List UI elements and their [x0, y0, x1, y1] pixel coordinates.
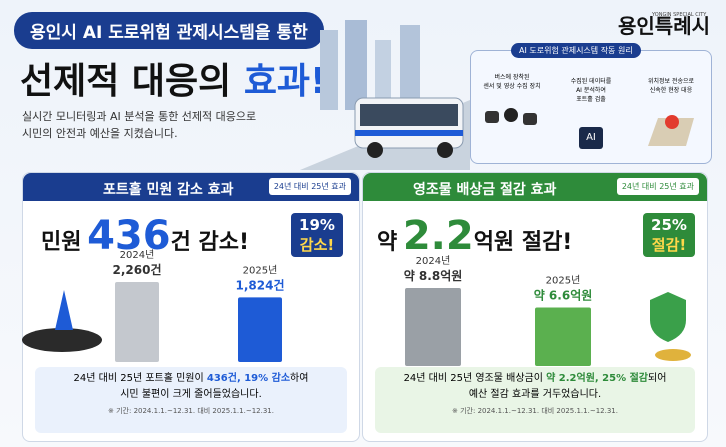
headline-pre: 민원	[41, 230, 82, 255]
map-icon	[648, 115, 694, 146]
bar-year: 2025년	[546, 275, 581, 287]
bar	[238, 297, 282, 362]
headline-number: 2.2	[402, 213, 474, 259]
bar-year: 2024년	[120, 249, 155, 261]
step-line: 신속한 현장 대응	[649, 87, 693, 94]
headline-post: 건 감소!	[170, 230, 249, 255]
panel-tag: 24년 대비 25년 효과	[616, 178, 699, 195]
bar	[535, 307, 591, 366]
percent-badge: 19% 감소!	[291, 213, 343, 257]
panel-title: 영조물 배상금 절감 효과	[413, 182, 557, 198]
desc-line: 24년 대비 25년 영조물 배상금이 약 2.2억원, 25% 절감되어	[375, 371, 695, 387]
bar-year: 2025년	[243, 264, 278, 276]
bar-label: 2,260건	[113, 262, 162, 277]
bar-label: 약 6.6억원	[534, 288, 593, 303]
subtitle: 실시간 모니터링과 AI 분석을 통한 선제적 대응으로 시민의 안전과 예산을…	[22, 108, 256, 142]
header-badge: 용인시 AI 도로위험 관제시스템을 통한	[14, 12, 324, 49]
subtitle-line: 시민의 안전과 예산을 지켰습니다.	[22, 127, 178, 140]
ai-chip: AI	[579, 127, 603, 149]
desc-highlight: 436건, 19% 감소	[206, 373, 291, 384]
title-main: 선제적 대응의	[20, 61, 232, 102]
desc-text: 24년 대비 25년 포트홀 민원이	[73, 373, 207, 384]
percent-badge: 25% 절감!	[643, 213, 695, 257]
step-line: 센서 및 영상 수집 장치	[483, 83, 541, 90]
title-accent: 효과!	[243, 61, 327, 102]
step-line: 버스에 장착된	[494, 74, 530, 81]
desc-text: 하여	[290, 373, 309, 384]
step-line: AI 분석하여	[576, 87, 606, 94]
badge-text: 감소!	[299, 236, 335, 254]
desc-line: 24년 대비 25년 포트홀 민원이 436건, 19% 감소하여	[35, 371, 347, 387]
description: 24년 대비 25년 포트홀 민원이 436건, 19% 감소하여 시민 불편이…	[35, 367, 347, 433]
headline-post: 억원 절감!	[473, 230, 573, 255]
step-line: 위치정보 전송으로	[647, 78, 695, 85]
sensor-icons	[485, 108, 537, 125]
subtitle-line: 실시간 모니터링과 AI 분석을 통한 선제적 대응으로	[22, 110, 257, 123]
note: ※ 기간: 2024.1.1.~12.31. 대비 2025.1.1.~12.3…	[452, 407, 618, 415]
logo: 용인특례시	[618, 14, 710, 38]
bar-label: 1,824건	[236, 277, 285, 292]
headline: 약 2.2억원 절감!	[377, 213, 572, 259]
desc-line: 예산 절감 효과를 거두었습니다.	[468, 389, 602, 400]
logo-sub: YONGIN SPECIAL CITY	[652, 12, 707, 18]
bar	[405, 288, 461, 366]
description: 24년 대비 25년 영조물 배상금이 약 2.2억원, 25% 절감되어 예산…	[375, 367, 695, 433]
desc-text: 24년 대비 25년 영조물 배상금이	[403, 373, 547, 384]
note: ※ 기간: 2024.1.1.~12.31. 대비 2025.1.1.~12.3…	[108, 407, 274, 415]
headline: 민원 436건 감소!	[41, 213, 249, 259]
bar	[115, 282, 159, 362]
panel-title: 포트홀 민원 감소 효과	[103, 182, 234, 198]
badge-text: 절감!	[651, 236, 687, 254]
panel-header: 영조물 배상금 절감 효과 24년 대비 25년 효과	[363, 173, 707, 201]
bus-illustration	[300, 20, 470, 170]
step-line: 수집된 데이터를	[570, 78, 612, 85]
panel-left: 포트홀 민원 감소 효과 24년 대비 25년 효과 민원 436건 감소! 19…	[22, 172, 360, 442]
headline-pre: 약	[377, 230, 398, 255]
step-line: 포트홀 검출	[576, 96, 606, 103]
bar-label: 약 8.8억원	[404, 268, 463, 283]
desc-line: 시민 불편이 크게 줄어들었습니다.	[120, 389, 262, 400]
bar-year: 2024년	[416, 255, 451, 267]
title: 선제적 대응의 효과!	[20, 52, 326, 104]
desc-highlight: 약 2.2억원, 25% 절감	[546, 373, 649, 384]
desc-text: 되어	[648, 373, 667, 384]
headline-number: 436	[87, 213, 171, 259]
panel-tag: 24년 대비 25년 효과	[268, 178, 351, 195]
panel-header: 포트홀 민원 감소 효과 24년 대비 25년 효과	[23, 173, 359, 201]
badge-value: 19%	[299, 216, 335, 234]
diagram-title: AI 도로위험 관제시스템 작동 원리	[511, 43, 641, 58]
badge-value: 25%	[651, 216, 687, 234]
